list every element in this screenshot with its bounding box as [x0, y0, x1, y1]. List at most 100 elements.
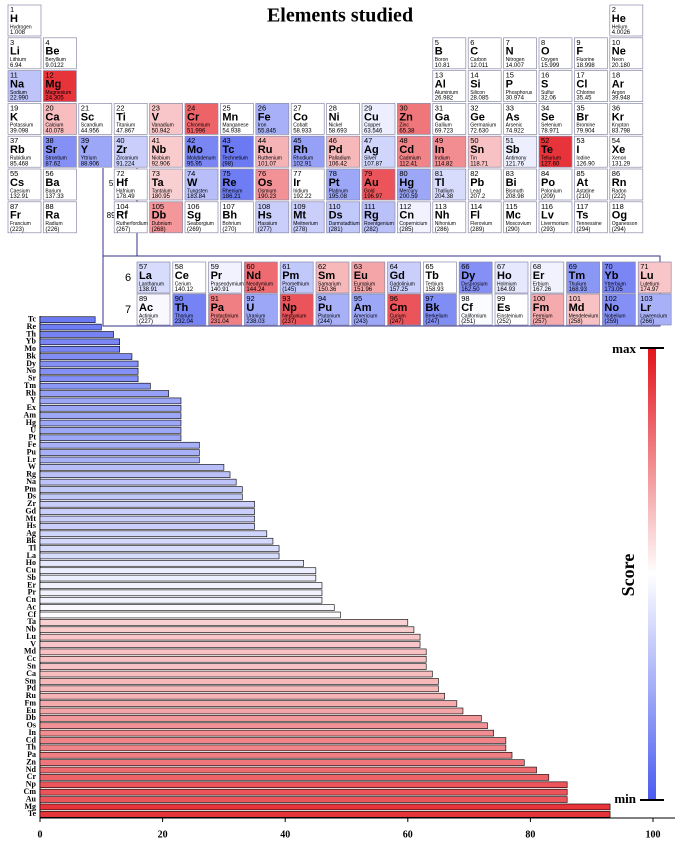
cell-box — [244, 261, 278, 294]
cell-box — [113, 168, 148, 201]
bar — [39, 678, 439, 685]
element-symbol: Pa — [211, 302, 225, 314]
element-name: Uranium — [246, 313, 265, 319]
element-name: Neodymium — [246, 281, 273, 287]
atomic-number: 24 — [187, 103, 195, 112]
atomic-number: 89 — [139, 294, 147, 303]
cell-box — [220, 103, 254, 135]
element-name: Molybdenum — [187, 156, 216, 162]
atomic-mass: (222) — [612, 194, 626, 200]
y-tick-label: Rh — [26, 388, 37, 397]
cell-box — [467, 70, 502, 102]
atomic-number: 12 — [45, 71, 53, 80]
y-tick-label: Mo — [24, 344, 36, 353]
cell-box — [503, 168, 537, 201]
y-tick-label: Ac — [27, 602, 37, 611]
bar — [39, 500, 255, 508]
element-name: Tungsten — [187, 188, 208, 194]
bar — [39, 633, 421, 641]
atomic-number: 50 — [470, 136, 478, 145]
atomic-mass: 231.04 — [211, 319, 230, 325]
atomic-mass: 195.08 — [329, 194, 348, 200]
atomic-number: 88 — [45, 202, 53, 211]
element-symbol: Pb — [470, 177, 484, 189]
atomic-mass: 92.906 — [152, 161, 171, 167]
atomic-mass: 58.693 — [329, 128, 348, 134]
cell-box — [494, 261, 529, 294]
atomic-number: 65 — [425, 262, 433, 271]
atomic-number: 30 — [399, 103, 407, 112]
row-label: 6 — [125, 272, 131, 284]
y-tick-label: Np — [26, 780, 37, 789]
atomic-mass: 150.36 — [318, 287, 337, 293]
element-symbol: Mn — [222, 111, 238, 123]
bar — [39, 405, 182, 412]
colorbar-min: min — [614, 791, 636, 806]
element-name: Bismuth — [506, 188, 524, 194]
element-name: Helium — [612, 24, 628, 30]
element-name: Platinum — [329, 188, 348, 194]
element-name: Magnesium — [45, 90, 71, 96]
cell-box — [208, 293, 242, 326]
element-symbol: Po — [541, 177, 555, 189]
atomic-mass: (289) — [470, 227, 484, 233]
cell-box — [538, 37, 573, 70]
atomic-number: 48 — [399, 136, 407, 145]
y-tick-label: Tm — [24, 381, 36, 390]
atomic-mass: 167.26 — [533, 287, 552, 293]
atomic-mass: 72.630 — [470, 128, 489, 134]
atomic-number: 49 — [435, 136, 443, 145]
element-name: Curium — [390, 313, 406, 319]
y-tick-label: Hs — [27, 521, 36, 530]
atomic-number: 46 — [329, 136, 337, 145]
cell-box — [7, 135, 42, 168]
cell-box — [503, 70, 537, 102]
element-name: Gallium — [435, 123, 452, 129]
atomic-number: 17 — [576, 71, 584, 80]
bar — [39, 751, 513, 759]
cell-box — [432, 201, 467, 234]
y-tick-label: U — [30, 425, 36, 434]
cell-box — [184, 103, 219, 135]
atomic-mass: (290) — [506, 227, 520, 233]
element-symbol: Ga — [435, 111, 451, 123]
bar — [39, 685, 439, 693]
atomic-mass: 180.95 — [152, 194, 171, 200]
element-name: Krypton — [612, 123, 629, 129]
atomic-mass: 78.971 — [541, 128, 560, 134]
cell-box — [149, 201, 183, 234]
element-symbol: Rh — [293, 144, 308, 156]
atomic-number: 93 — [282, 294, 290, 303]
element-symbol: Og — [612, 210, 627, 222]
element-name: Iridium — [293, 188, 308, 194]
bar — [39, 331, 114, 338]
element-symbol: Bh — [222, 210, 237, 222]
element-symbol: Ts — [576, 210, 588, 222]
cell-box — [149, 168, 183, 201]
element-symbol: B — [435, 46, 443, 58]
y-tick-label: Am — [24, 410, 37, 419]
bar — [39, 449, 200, 456]
element-symbol: Cm — [390, 302, 408, 314]
bar — [39, 589, 323, 597]
element-symbol: Mc — [506, 210, 521, 222]
atomic-number: 58 — [175, 262, 183, 271]
element-symbol: Tl — [435, 177, 445, 189]
atomic-mass: 88.906 — [81, 161, 100, 167]
atomic-mass: 196.97 — [364, 194, 383, 200]
